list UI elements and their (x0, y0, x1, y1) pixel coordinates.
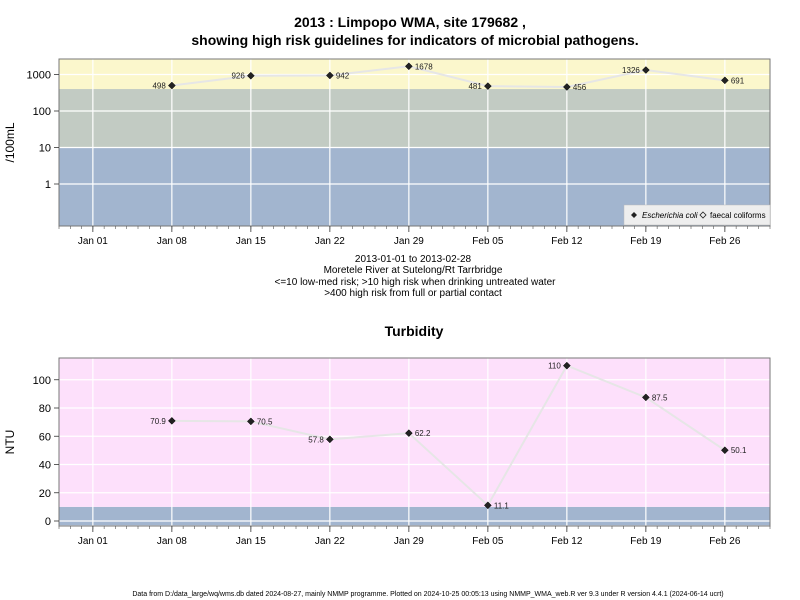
data-point (642, 66, 650, 74)
data-point (484, 82, 492, 90)
y-tick-label: 10 (39, 143, 51, 155)
data-label: 11.1 (494, 501, 510, 510)
guideline-drinking-text: <=10 low-med risk; >10 high risk when dr… (275, 277, 557, 288)
y-tick-label: 60 (39, 431, 51, 443)
x-tick-label: Jan 08 (157, 236, 187, 247)
plot-frame (58, 58, 771, 227)
data-label: 110 (548, 362, 561, 371)
data-label: 50.1 (731, 446, 747, 455)
data-label: 70.5 (257, 417, 273, 426)
legend-label-ecoli: Escherichia coli (642, 211, 698, 220)
legend-marker-faecal (699, 211, 707, 219)
data-point (405, 429, 413, 437)
data-point (721, 76, 729, 85)
data-point (563, 361, 571, 370)
y-tick-label: 100 (33, 375, 51, 387)
data-point (405, 62, 413, 71)
x-tick-label: Feb 26 (709, 536, 741, 547)
y-tick-label: 1 (45, 179, 51, 191)
data-label: 57.8 (308, 435, 324, 444)
data-label: 498 (152, 82, 166, 91)
guideline-contact-text: >400 high risk from full or partial cont… (324, 288, 502, 299)
legend-label-faecal: faecal coliforms (710, 211, 766, 220)
x-tick-label: Jan 15 (236, 236, 266, 247)
data-label: 1326 (622, 66, 640, 75)
microbial-panel: Jan 01 Jan 08 Jan 15 Jan 22 Jan 29 Feb 05 Feb … (3, 58, 771, 247)
legend-box (623, 204, 771, 226)
x-tick-label: Feb 19 (630, 536, 662, 547)
x-tick-label: Feb 12 (551, 536, 583, 547)
data-point (563, 83, 571, 91)
series-line (171, 65, 725, 88)
y-axis-label: NTU (3, 430, 17, 455)
y-tick-label: 1000 (27, 70, 51, 82)
y-tick-label: 100 (33, 106, 51, 118)
river-site-text: Moretele River at Sutelong/Rt Tarrbridge (324, 265, 503, 276)
y-axis-label: /100mL (3, 122, 17, 162)
risk-band-0 (59, 506, 770, 526)
y-tick-label: 20 (39, 488, 51, 500)
x-tick-label: Jan 29 (394, 536, 424, 547)
legend-marker-ecoli (631, 212, 637, 218)
x-tick-label: Feb 05 (472, 536, 504, 547)
y-tick-label: 80 (39, 403, 51, 415)
data-point (168, 81, 176, 90)
data-point (247, 71, 255, 80)
y-tick-label: 40 (39, 460, 51, 472)
x-tick-label: Jan 22 (315, 236, 345, 247)
x-tick-label: Jan 01 (78, 536, 108, 547)
y-tick-label: 0 (45, 516, 51, 528)
data-label: 926 (231, 72, 245, 81)
x-tick-label: Feb 12 (551, 236, 583, 247)
chart-title-line1: 2013 : Limpopo WMA, site 179682 , (294, 14, 526, 30)
data-label: 1678 (415, 62, 433, 71)
data-point (326, 435, 334, 444)
data-label: 481 (468, 82, 482, 91)
data-label: 691 (731, 76, 745, 85)
plot-frame (58, 357, 771, 527)
data-point (484, 501, 492, 510)
data-point (721, 446, 729, 455)
data-point (326, 71, 334, 80)
footer-note: Data from D:/data_large/wq/wms.db dated … (132, 591, 723, 598)
data-label: 70.9 (150, 417, 166, 426)
data-label: 87.5 (652, 393, 668, 402)
x-tick-label: Jan 22 (315, 536, 345, 547)
x-tick-label: Jan 15 (236, 536, 266, 547)
data-point (168, 417, 176, 425)
date-range-text: 2013-01-01 to 2013-02-28 (355, 254, 472, 265)
data-point (247, 417, 255, 426)
turbidity-title: Turbidity (385, 323, 444, 339)
legend: Escherichia coli faecal coliforms (623, 204, 771, 226)
data-label: 456 (573, 83, 587, 92)
x-tick-label: Jan 08 (157, 536, 187, 547)
risk-band-1 (59, 358, 770, 507)
x-tick-label: Feb 19 (630, 236, 662, 247)
x-tick-label: Jan 29 (394, 236, 424, 247)
x-tick-label: Feb 05 (472, 236, 504, 247)
x-tick-label: Feb 26 (709, 236, 741, 247)
x-tick-label: Jan 01 (78, 236, 108, 247)
data-label: 942 (336, 71, 350, 80)
chart-title-line2: showing high risk guidelines for indicat… (191, 32, 638, 48)
data-label: 62.2 (415, 429, 431, 438)
turbidity-panel: Jan 01 Jan 08 Jan 15 Jan 22 Jan 29 Feb 05 Feb … (3, 357, 771, 547)
series-line (171, 364, 726, 507)
risk-band-1 (59, 89, 770, 148)
data-point (642, 393, 650, 402)
